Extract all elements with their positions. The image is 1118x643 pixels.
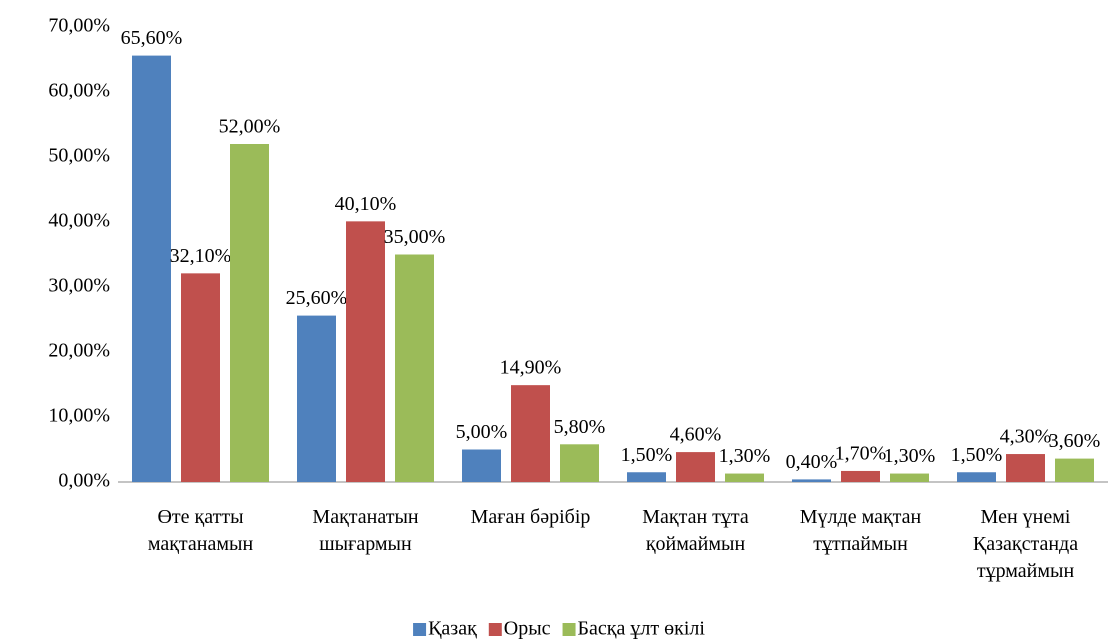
bar	[627, 472, 666, 482]
legend-label: Орыс	[504, 618, 551, 640]
legend: Қазақ Орыс Басқа ұлт өкілі	[413, 618, 705, 640]
data-label: 4,60%	[670, 424, 722, 446]
data-label: 3,60%	[1049, 430, 1101, 452]
data-label: 1,30%	[884, 445, 936, 467]
data-label: 1,50%	[951, 444, 1003, 466]
x-tick-label: Маған бәрібір	[471, 506, 591, 528]
data-label: 14,90%	[500, 357, 562, 379]
x-tick-label-line: Өте қатты	[157, 506, 243, 528]
x-tick-label-line: Қазақстанда	[973, 533, 1078, 555]
data-label: 0,40%	[786, 451, 838, 473]
bar	[676, 452, 715, 482]
y-tick-label: 50,00%	[48, 145, 110, 167]
x-tick-label: Мақтанатын шығармын	[312, 506, 418, 555]
legend-label: Басқа ұлт өкілі	[578, 618, 706, 640]
x-tick-label-line: Мақтан тұта	[642, 506, 749, 528]
data-label: 5,00%	[456, 421, 508, 443]
bar	[841, 470, 880, 482]
x-tick-label: Мақтан тұта қоймаймын	[642, 506, 749, 555]
data-label: 1,70%	[835, 443, 887, 465]
x-tick-label-line: қоймаймын	[646, 533, 746, 555]
bar	[181, 273, 220, 482]
data-label: 65,60%	[121, 27, 183, 49]
x-tick-label-line: Мақтанатын	[312, 506, 418, 528]
y-tick-label: 30,00%	[48, 275, 110, 297]
x-tick-label-line: тұрмаймын	[977, 560, 1075, 582]
bar	[560, 444, 599, 482]
data-label: 35,00%	[384, 226, 446, 248]
y-tick-label: 10,00%	[48, 405, 110, 427]
y-tick-label: 20,00%	[48, 340, 110, 362]
bar	[957, 472, 996, 482]
data-label: 1,50%	[621, 444, 673, 466]
legend-swatch	[562, 623, 576, 636]
bar	[890, 473, 929, 482]
bar	[395, 254, 434, 482]
x-tick-label: Мүлде мақтан тұтпаймын	[800, 506, 922, 555]
data-label: 25,60%	[286, 287, 348, 309]
data-label: 4,30%	[1000, 426, 1052, 448]
y-tick-label: 0,00%	[58, 470, 110, 492]
x-tick-label: Мен үнемі Қазақстанда тұрмаймын	[973, 506, 1078, 582]
bar	[462, 449, 501, 482]
data-label: 52,00%	[219, 116, 281, 138]
bar	[346, 221, 385, 482]
bar	[132, 55, 171, 482]
data-label: 1,30%	[719, 445, 771, 467]
y-tick-label: 40,00%	[48, 210, 110, 232]
x-tick-label-line: Мүлде мақтан	[800, 506, 922, 528]
x-tick-label-line: мақтанамын	[148, 533, 254, 555]
bar	[725, 473, 764, 482]
legend-swatch	[413, 623, 427, 636]
y-tick-label: 60,00%	[48, 80, 110, 102]
x-tick-label-line: Маған бәрібір	[471, 506, 591, 528]
x-tick-label-line: Мен үнемі	[981, 506, 1071, 528]
data-label: 5,80%	[554, 416, 606, 438]
data-label: 40,10%	[335, 193, 397, 215]
x-tick-label-line: шығармын	[319, 533, 412, 555]
legend-swatch	[488, 623, 502, 636]
x-tick-label: Өте қатты мақтанамын	[148, 506, 254, 555]
bar	[297, 315, 336, 482]
bar	[230, 144, 269, 482]
y-tick-label: 70,00%	[48, 15, 110, 37]
legend-label: Қазақ	[428, 618, 477, 640]
bar	[1006, 454, 1045, 482]
data-label: 32,10%	[170, 245, 232, 267]
x-tick-label-line: тұтпаймын	[813, 533, 908, 555]
bar	[511, 385, 550, 482]
bar	[1055, 458, 1094, 482]
bar	[792, 479, 831, 482]
